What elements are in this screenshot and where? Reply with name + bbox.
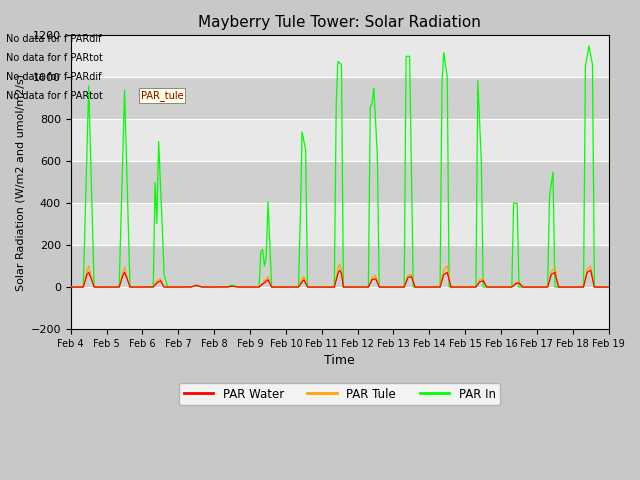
PAR In (268, 284, 276, 290)
PAR Water (182, 284, 189, 290)
Title: Mayberry Tule Tower: Solar Radiation: Mayberry Tule Tower: Solar Radiation (198, 15, 481, 30)
Bar (71, 245, 609, 287)
PAR Tule (414, 284, 422, 290)
PAR Tule (490, 284, 498, 290)
PAR Tule (268, 284, 276, 290)
PAR In (490, 284, 498, 290)
Bar (71, 119, 609, 161)
PAR Water (587, 267, 595, 273)
PAR Tule (603, 284, 611, 290)
PAR Water (176, 284, 184, 290)
PAR Water (490, 284, 498, 290)
PAR Water (414, 284, 422, 290)
Y-axis label: Solar Radiation (W/m2 and umol/m2/s): Solar Radiation (W/m2 and umol/m2/s) (15, 73, 25, 291)
Text: PAR_tule: PAR_tule (141, 90, 183, 101)
Line: PAR Water: PAR Water (71, 270, 609, 287)
PAR In (67, 284, 75, 290)
X-axis label: Time: Time (324, 354, 355, 367)
Bar (71, 161, 609, 203)
PAR In (176, 284, 184, 290)
Line: PAR In: PAR In (71, 46, 609, 287)
PAR In (603, 284, 611, 290)
PAR Tule (605, 284, 612, 290)
PAR Water (603, 284, 611, 290)
Text: No data for f PARtot: No data for f PARtot (6, 53, 103, 63)
PAR Water (605, 284, 612, 290)
PAR Tule (176, 284, 184, 290)
PAR In (605, 284, 612, 290)
PAR Tule (182, 284, 189, 290)
PAR Tule (336, 261, 344, 267)
Text: No data for f PARdif: No data for f PARdif (6, 72, 102, 82)
Bar (71, 77, 609, 119)
Line: PAR Tule: PAR Tule (71, 264, 609, 287)
PAR Tule (67, 284, 75, 290)
PAR Water (67, 284, 75, 290)
Text: No data for f PARdif: No data for f PARdif (6, 34, 102, 44)
Bar (71, 287, 609, 329)
PAR In (182, 284, 189, 290)
Text: No data for f PARtot: No data for f PARtot (6, 91, 103, 101)
Legend: PAR Water, PAR Tule, PAR In: PAR Water, PAR Tule, PAR In (179, 383, 500, 405)
Bar (71, 36, 609, 77)
PAR In (414, 284, 422, 290)
PAR In (585, 43, 593, 48)
Bar (71, 203, 609, 245)
PAR Water (268, 284, 276, 290)
